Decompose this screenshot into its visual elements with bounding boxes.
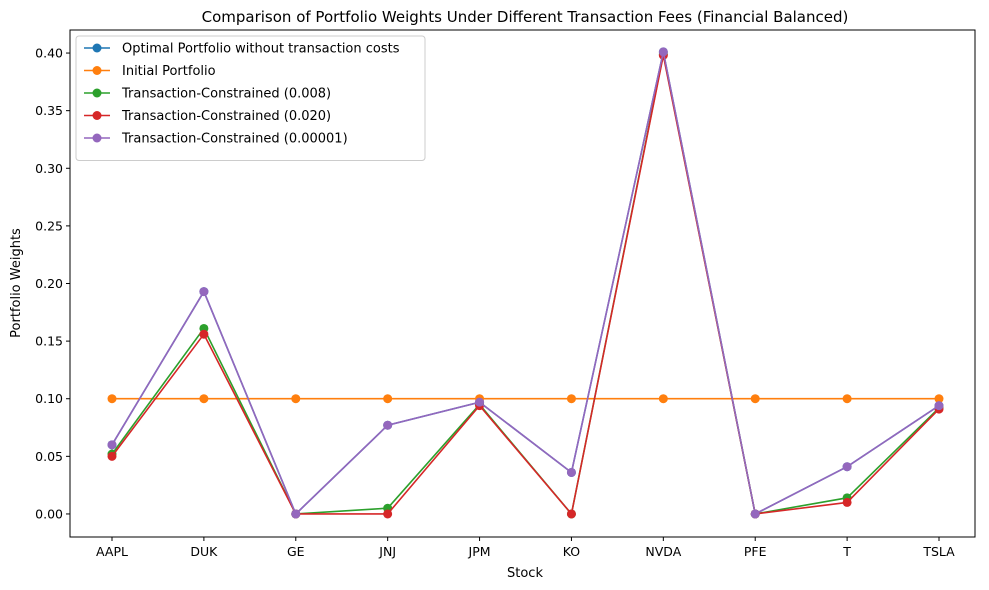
data-point	[291, 509, 301, 519]
legend: Optimal Portfolio without transaction co…	[75, 35, 426, 161]
y-tick-label: 0.00	[35, 506, 63, 521]
y-tick-label: 0.30	[35, 161, 63, 176]
data-point	[199, 394, 209, 404]
legend-item: Transaction-Constrained (0.00001)	[84, 132, 348, 147]
chart-title: Comparison of Portfolio Weights Under Di…	[202, 8, 849, 26]
data-point	[291, 394, 301, 404]
data-point	[842, 394, 852, 404]
data-point	[383, 394, 393, 404]
legend-label: Transaction-Constrained (0.020)	[121, 109, 331, 124]
y-axis-label: Portfolio Weights	[9, 228, 24, 338]
data-point	[566, 467, 576, 477]
data-point	[199, 287, 209, 297]
y-tick-label: 0.15	[35, 334, 63, 349]
data-point	[107, 451, 117, 461]
series-line	[111, 51, 940, 516]
data-point	[934, 401, 944, 411]
data-point	[566, 394, 576, 404]
legend-marker	[92, 111, 102, 120]
legend-item: Transaction-Constrained (0.020)	[84, 109, 331, 124]
y-axis-ticks: 0.00 0.05 0.10 0.15 0.20 0.25 0.30 0.35 0.40	[35, 46, 70, 521]
legend-item: Optimal Portfolio without transaction co…	[84, 42, 400, 57]
x-tick-label: GE	[287, 544, 305, 559]
legend-item: Transaction-Constrained (0.008)	[84, 87, 331, 102]
legend-label: Optimal Portfolio without transaction co…	[122, 42, 400, 57]
data-point	[842, 462, 852, 472]
y-tick-label: 0.25	[35, 218, 63, 233]
x-axis-ticks: AAPL DUK GE JNJ JPM KO NVDA PFE T TSLA	[96, 537, 955, 559]
data-point	[383, 509, 393, 519]
x-axis-label: Stock	[507, 566, 543, 581]
data-point	[750, 394, 760, 404]
x-tick-label: JPM	[468, 544, 491, 559]
legend-marker	[92, 88, 102, 98]
legend-label: Initial Portfolio	[122, 64, 216, 79]
data-point	[475, 397, 485, 407]
x-tick-label: T	[842, 544, 851, 559]
x-tick-label: DUK	[190, 544, 218, 559]
x-tick-label: KO	[563, 544, 581, 559]
series-5	[107, 47, 944, 519]
y-tick-label: 0.35	[35, 103, 63, 118]
series-2	[107, 394, 944, 404]
legend-marker	[92, 133, 102, 143]
legend-label: Transaction-Constrained (0.008)	[121, 87, 331, 102]
x-tick-label: AAPL	[96, 544, 128, 559]
y-tick-label: 0.05	[35, 449, 63, 464]
legend-marker	[92, 43, 102, 53]
data-point	[658, 394, 668, 404]
data-point	[383, 420, 393, 430]
series-layer	[107, 47, 944, 519]
legend-box	[75, 35, 426, 161]
legend-item: Initial Portfolio	[84, 64, 216, 79]
legend-label: Transaction-Constrained (0.00001)	[121, 132, 348, 147]
plot-frame	[69, 29, 976, 538]
x-tick-label: JNJ	[378, 544, 396, 559]
data-point	[566, 509, 576, 519]
y-tick-label: 0.40	[35, 46, 63, 61]
legend-marker	[92, 66, 102, 75]
x-tick-label: TSLA	[922, 544, 955, 559]
y-tick-label: 0.20	[35, 276, 63, 291]
data-point	[750, 509, 760, 519]
y-tick-label: 0.10	[35, 391, 63, 406]
x-tick-label: NVDA	[645, 544, 681, 559]
x-tick-label: PFE	[744, 544, 767, 559]
data-point	[658, 47, 668, 57]
data-point	[842, 497, 852, 507]
data-point	[107, 440, 117, 450]
data-point	[107, 394, 117, 404]
series-line	[111, 55, 940, 516]
data-point	[934, 394, 944, 404]
data-point	[199, 329, 209, 339]
